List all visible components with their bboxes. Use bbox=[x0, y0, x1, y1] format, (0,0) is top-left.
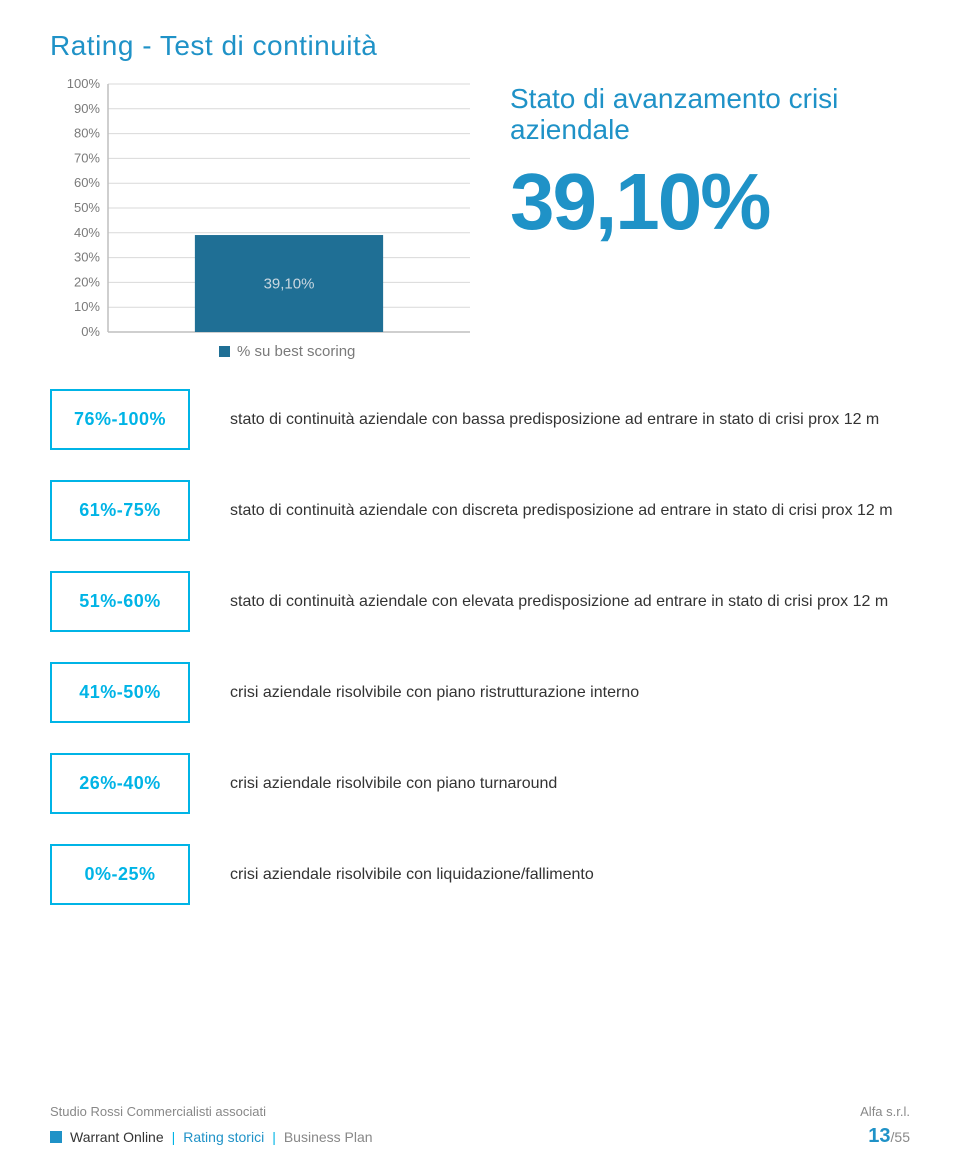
range-badge: 41%-50% bbox=[50, 662, 190, 723]
headline: Stato di avanzamento crisi aziendale 39,… bbox=[510, 74, 910, 248]
range-badge: 0%-25% bbox=[50, 844, 190, 905]
svg-text:50%: 50% bbox=[74, 200, 100, 215]
svg-text:0%: 0% bbox=[81, 324, 100, 339]
svg-text:20%: 20% bbox=[74, 274, 100, 289]
page-total: /55 bbox=[891, 1129, 910, 1145]
range-desc: crisi aziendale risolvibile con piano ri… bbox=[230, 682, 910, 704]
breadcrumb-2: Rating storici bbox=[183, 1129, 264, 1145]
range-desc: crisi aziendale risolvibile con liquidaz… bbox=[230, 864, 910, 886]
rating-row: 0%-25% crisi aziendale risolvibile con li… bbox=[50, 844, 910, 905]
rating-row: 61%-75% stato di continuità aziendale con… bbox=[50, 480, 910, 541]
breadcrumb-3: Business Plan bbox=[284, 1129, 373, 1145]
headline-title: Stato di avanzamento crisi aziendale bbox=[510, 84, 910, 146]
rating-row: 76%-100% stato di continuità aziendale co… bbox=[50, 389, 910, 450]
range-desc: stato di continuità aziendale con bassa … bbox=[230, 409, 910, 431]
rating-row: 26%-40% crisi aziendale risolvibile con p… bbox=[50, 753, 910, 814]
svg-text:10%: 10% bbox=[74, 299, 100, 314]
svg-text:% su best scoring: % su best scoring bbox=[237, 343, 355, 360]
rating-row: 51%-60% stato di continuità aziendale con… bbox=[50, 571, 910, 632]
svg-text:90%: 90% bbox=[74, 101, 100, 116]
headline-value: 39,10% bbox=[510, 156, 910, 248]
svg-text:80%: 80% bbox=[74, 126, 100, 141]
svg-text:30%: 30% bbox=[74, 250, 100, 265]
svg-text:39,10%: 39,10% bbox=[264, 276, 315, 293]
range-badge: 61%-75% bbox=[50, 480, 190, 541]
rating-rows: 76%-100% stato di continuità aziendale co… bbox=[50, 389, 910, 905]
range-badge: 51%-60% bbox=[50, 571, 190, 632]
breadcrumb-sep-2: | bbox=[272, 1129, 276, 1145]
svg-text:100%: 100% bbox=[67, 76, 101, 91]
range-desc: stato di continuità aziendale con discre… bbox=[230, 500, 910, 522]
bar-chart: 0% 10% 20% 30% 40% 50% 60% 70% 80% 90% 100% 39,10%%… bbox=[50, 74, 480, 374]
breadcrumb-icon bbox=[50, 1131, 62, 1143]
svg-text:70%: 70% bbox=[74, 150, 100, 165]
svg-text:60%: 60% bbox=[74, 175, 100, 190]
footer-right-top: Alfa s.r.l. bbox=[860, 1104, 910, 1119]
breadcrumb-1: Warrant Online bbox=[70, 1129, 164, 1145]
svg-text:40%: 40% bbox=[74, 225, 100, 240]
breadcrumb-sep-1: | bbox=[172, 1129, 176, 1145]
breadcrumb: Warrant Online | Rating storici | Busine… bbox=[50, 1129, 373, 1145]
footer-left-top: Studio Rossi Commercialisti associati bbox=[50, 1104, 266, 1119]
range-desc: crisi aziendale risolvibile con piano tu… bbox=[230, 773, 910, 795]
range-desc: stato di continuità aziendale con elevat… bbox=[230, 591, 910, 613]
page-number: 13/55 bbox=[868, 1125, 910, 1148]
footer: Studio Rossi Commercialisti associati Al… bbox=[50, 1104, 910, 1148]
range-badge: 26%-40% bbox=[50, 753, 190, 814]
range-badge: 76%-100% bbox=[50, 389, 190, 450]
top-row: 0% 10% 20% 30% 40% 50% 60% 70% 80% 90% 100% 39,10%%… bbox=[50, 74, 910, 374]
rating-row: 41%-50% crisi aziendale risolvibile con p… bbox=[50, 662, 910, 723]
page-title: Rating - Test di continuità bbox=[50, 30, 910, 62]
bar-chart-svg: 0% 10% 20% 30% 40% 50% 60% 70% 80% 90% 100% 39,10%%… bbox=[50, 74, 480, 374]
page-current: 13 bbox=[868, 1125, 890, 1147]
